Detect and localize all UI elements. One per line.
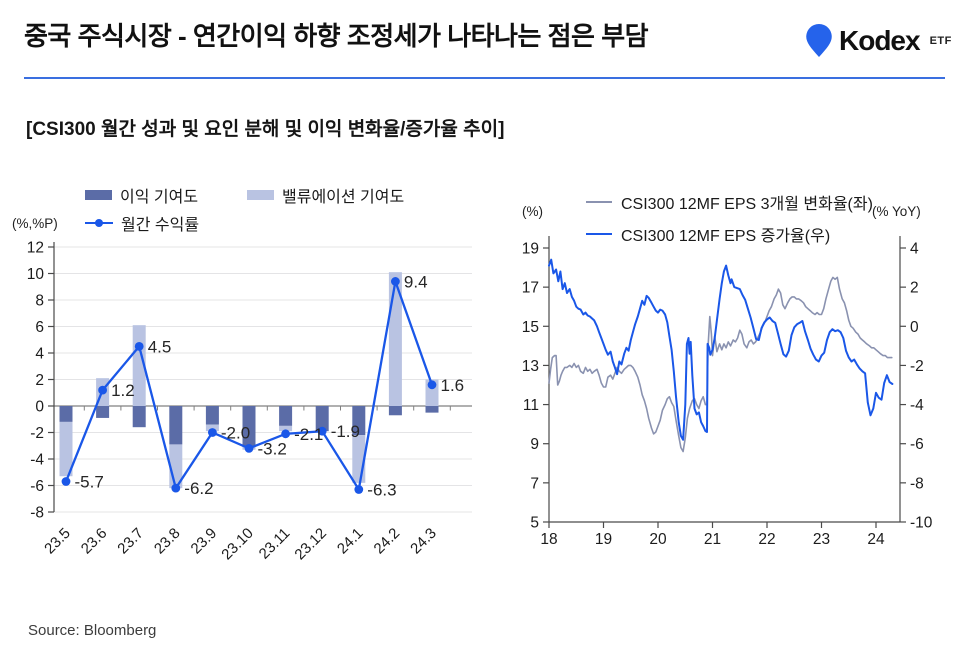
svg-text:19: 19: [522, 241, 539, 258]
svg-text:9.4: 9.4: [404, 272, 428, 291]
svg-text:23.6: 23.6: [78, 525, 111, 558]
left-legend-row-1: 이익 기여도 밸류에이션 기여도: [85, 183, 404, 207]
svg-text:7: 7: [530, 475, 539, 492]
kodex-logo: Kodex ETF: [806, 24, 952, 58]
svg-text:-8: -8: [910, 475, 924, 492]
header-divider: [24, 77, 945, 79]
eps-change-line-swatch: [586, 201, 612, 203]
eps-growth-line-swatch: [586, 233, 612, 235]
svg-text:11: 11: [523, 397, 539, 414]
left-axis-unit: (%,%P): [12, 216, 58, 231]
right-legend-row-2: CSI300 12MF EPS 증가율(우): [586, 222, 830, 246]
kodex-pin-icon: [806, 24, 832, 57]
svg-text:23.11: 23.11: [256, 525, 294, 563]
svg-text:4: 4: [910, 241, 919, 258]
svg-text:4: 4: [35, 346, 44, 363]
svg-text:5: 5: [530, 514, 539, 531]
svg-text:1.2: 1.2: [111, 381, 135, 400]
right-chart-left-axis-unit: (%): [522, 204, 543, 219]
svg-text:-4: -4: [910, 397, 924, 414]
svg-text:23.7: 23.7: [114, 525, 147, 558]
svg-text:0: 0: [35, 399, 44, 416]
svg-text:2: 2: [35, 372, 44, 389]
monthly-return-line-swatch: [85, 219, 113, 227]
svg-text:-10: -10: [910, 514, 933, 531]
kodex-wordmark: Kodex: [839, 25, 921, 56]
svg-text:22: 22: [758, 531, 775, 548]
svg-text:24: 24: [867, 531, 885, 548]
earnings-bar-swatch: [85, 190, 112, 200]
svg-text:23.10: 23.10: [218, 525, 257, 564]
svg-text:-6.2: -6.2: [184, 479, 213, 498]
svg-text:23.12: 23.12: [291, 525, 330, 564]
svg-text:24.1: 24.1: [334, 525, 367, 558]
svg-text:2: 2: [910, 280, 919, 297]
source-note: Source: Bloomberg: [28, 622, 157, 639]
svg-text:15: 15: [522, 319, 539, 336]
legend-label: 밸류에이션 기여도: [282, 189, 405, 206]
svg-text:-4: -4: [30, 452, 44, 469]
svg-text:-2: -2: [910, 358, 924, 375]
svg-text:24.3: 24.3: [407, 525, 440, 558]
svg-text:20: 20: [649, 531, 667, 548]
line-dot-marker: [95, 219, 103, 227]
legend-label: CSI300 12MF EPS 3개월 변화율(좌): [621, 196, 873, 213]
legend-label: CSI300 12MF EPS 증가율(우): [621, 228, 831, 245]
svg-text:1.6: 1.6: [441, 376, 465, 395]
svg-text:-6.3: -6.3: [367, 480, 396, 499]
svg-text:18: 18: [540, 531, 557, 548]
svg-text:23.9: 23.9: [188, 525, 221, 558]
svg-text:23.5: 23.5: [41, 525, 74, 558]
svg-text:-6: -6: [910, 436, 924, 453]
legend-item-earnings-contribution: 이익 기여도: [85, 183, 247, 207]
svg-text:4.5: 4.5: [148, 337, 172, 356]
right-legend-row-1: CSI300 12MF EPS 3개월 변화율(좌): [586, 190, 873, 214]
valuation-bar-swatch: [247, 190, 274, 200]
left-legend-row-2: 월간 수익률: [85, 211, 199, 235]
svg-text:21: 21: [704, 531, 721, 548]
svg-text:12: 12: [27, 240, 44, 257]
legend-item-valuation-contribution: 밸류에이션 기여도: [247, 183, 404, 207]
etf-suffix: ETF: [929, 35, 952, 47]
right-chart-right-axis-unit: (% YoY): [872, 204, 921, 219]
svg-text:8: 8: [35, 293, 44, 310]
chart-block-title: [CSI300 월간 성과 및 요인 분해 및 이익 변화율/증가율 추이]: [26, 119, 505, 140]
svg-text:17: 17: [522, 280, 539, 297]
legend-label: 월간 수익률: [121, 217, 200, 234]
svg-text:10: 10: [27, 266, 45, 283]
svg-text:-6: -6: [30, 478, 44, 495]
svg-text:-2: -2: [30, 425, 44, 442]
svg-text:-1.9: -1.9: [331, 422, 360, 441]
svg-text:-2.0: -2.0: [221, 424, 250, 443]
svg-text:6: 6: [35, 319, 44, 336]
svg-text:24.2: 24.2: [371, 525, 404, 558]
svg-text:0: 0: [910, 319, 919, 336]
svg-text:-8: -8: [30, 505, 44, 522]
svg-text:23.8: 23.8: [151, 525, 184, 558]
svg-text:13: 13: [522, 358, 539, 375]
monthly-performance-chart: 121086420-2-4-6-8-5.71.24.5-6.2-2.0-3.2-…: [27, 240, 472, 564]
legend-label: 이익 기여도: [120, 189, 199, 206]
svg-text:9: 9: [530, 436, 539, 453]
page-title: 중국 주식시장 - 연간이익 하향 조정세가 나타나는 점은 부담: [24, 21, 649, 51]
svg-text:-2.1: -2.1: [294, 425, 323, 444]
svg-text:23: 23: [813, 531, 830, 548]
svg-text:-3.2: -3.2: [258, 439, 287, 458]
svg-text:19: 19: [595, 531, 612, 548]
svg-text:-5.7: -5.7: [75, 473, 104, 492]
